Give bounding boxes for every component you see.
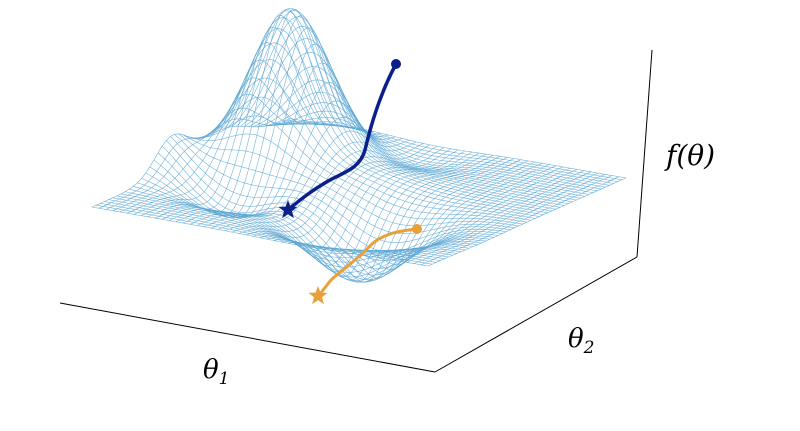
mesh-line <box>203 59 540 217</box>
mesh-line <box>141 178 478 281</box>
loss-surface-mesh <box>91 7 627 283</box>
axes <box>59 49 653 373</box>
mesh-line <box>211 28 548 214</box>
mesh-line <box>301 156 501 283</box>
orange-descent-path <box>316 227 419 298</box>
mesh-line <box>129 188 466 268</box>
orange-path-end-star <box>308 286 328 305</box>
mesh-line <box>223 7 561 208</box>
mesh-line <box>248 66 585 197</box>
mesh-line <box>227 10 565 206</box>
mesh-line <box>133 186 470 273</box>
mesh-line <box>145 172 482 283</box>
mesh-line <box>289 118 627 179</box>
mesh-line <box>168 15 368 221</box>
mesh-line <box>199 77 536 219</box>
theta1-label: θ1 <box>203 355 229 389</box>
mesh-line <box>91 206 429 267</box>
mesh-line <box>108 199 445 260</box>
mesh-line <box>186 133 523 225</box>
orange-path-start-dot <box>412 224 422 234</box>
mesh-line <box>244 52 581 199</box>
optimization-paths <box>278 59 422 305</box>
mesh-line <box>252 79 589 195</box>
dark-path-end-star <box>278 200 298 219</box>
theta2-label: θ2 <box>568 324 594 358</box>
mesh-line <box>157 152 495 276</box>
mesh-line <box>269 117 606 188</box>
mesh-line <box>285 120 622 181</box>
mesh-line <box>100 203 437 263</box>
mesh-line <box>190 115 528 223</box>
mesh-line <box>153 159 490 280</box>
mesh-line <box>261 102 598 192</box>
mesh-line <box>98 118 298 209</box>
mesh-line <box>336 161 536 270</box>
mesh-line <box>174 134 511 243</box>
mesh-line <box>215 17 552 212</box>
mesh-line <box>232 16 569 204</box>
mesh-line <box>166 140 503 262</box>
mesh-line <box>256 91 594 193</box>
mesh-line <box>294 154 494 281</box>
theta2-axis-line <box>434 256 638 373</box>
mesh-line <box>96 204 433 265</box>
f-theta-label: f(θ) <box>664 139 715 172</box>
mesh-line <box>161 145 499 270</box>
mesh-line <box>112 93 312 211</box>
mesh-line <box>240 38 577 201</box>
mesh-line <box>265 110 602 190</box>
mesh-line <box>170 136 507 253</box>
mesh-line <box>236 26 573 203</box>
mesh-line <box>154 8 354 219</box>
mesh-line <box>182 134 519 227</box>
dark-descent-path <box>287 62 398 211</box>
f-axis-line <box>636 49 653 258</box>
dark-path-start-dot <box>391 59 401 69</box>
mesh-line <box>119 77 319 213</box>
theta1-axis-line <box>59 302 436 373</box>
mesh-line <box>178 133 515 234</box>
mesh-line <box>219 10 556 210</box>
mesh-line <box>104 201 441 261</box>
mesh-line <box>273 121 610 186</box>
